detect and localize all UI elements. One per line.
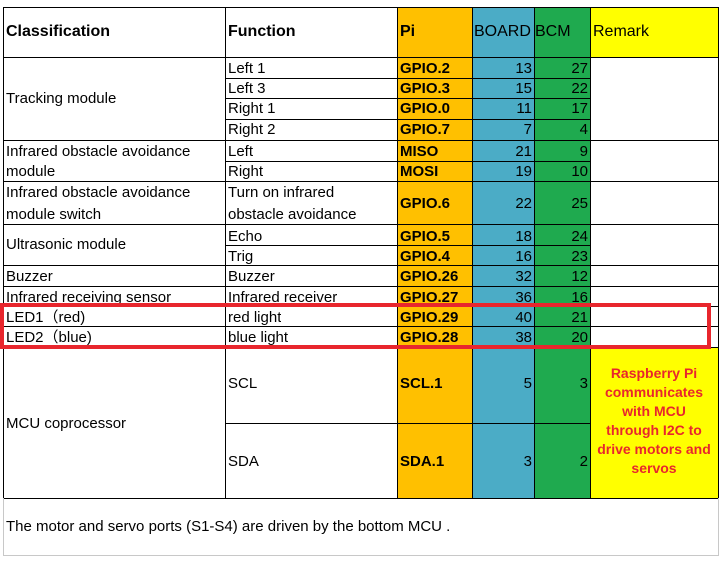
function-cell: Buzzer — [228, 268, 275, 285]
group-buzzer: Buzzer — [6, 268, 53, 285]
header-function: Function — [228, 23, 296, 40]
group-ir-switch-2: module switch — [6, 206, 102, 223]
function-cell: Right — [228, 163, 264, 180]
group-ultrasonic: Ultrasonic module — [6, 236, 127, 253]
pi-cell: GPIO.0 — [400, 100, 451, 117]
header-classification: Classification — [6, 23, 111, 40]
board-cell: 16 — [515, 248, 532, 265]
board-cell: 40 — [515, 309, 532, 326]
function-cell: SCL — [228, 375, 258, 392]
board-cell: 15 — [515, 80, 532, 97]
function-cell: Infrared receiver — [228, 289, 338, 303]
group-mcu: MCU coprocessor — [6, 415, 127, 432]
function-cell: obstacle avoidance — [228, 206, 357, 223]
mcu-remark: Raspberry Pi communicates with MCU throu… — [597, 365, 711, 476]
bcm-cell: 16 — [571, 289, 588, 303]
board-cell: 19 — [515, 163, 532, 180]
function-cell: Right 1 — [228, 100, 276, 117]
board-cell: 18 — [515, 228, 532, 245]
bcm-cell: 27 — [571, 60, 588, 77]
bcm-cell: 4 — [579, 121, 588, 138]
function-cell: red light — [228, 309, 282, 326]
bcm-cell: 24 — [571, 228, 588, 245]
board-cell: 3 — [523, 453, 532, 470]
bcm-cell: 12 — [571, 268, 588, 285]
function-cell: Right 2 — [228, 121, 276, 138]
group-ir-switch-1: Infrared obstacle avoidance — [6, 184, 191, 201]
pi-cell: GPIO.5 — [400, 228, 451, 245]
group-led1: LED1（red) — [6, 309, 86, 326]
board-cell: 13 — [515, 60, 532, 77]
function-cell: blue light — [228, 329, 289, 345]
bcm-cell: 9 — [579, 143, 588, 160]
function-cell: Echo — [228, 228, 263, 245]
pi-cell: MOSI — [400, 163, 439, 180]
pi-cell: SDA.1 — [400, 453, 445, 470]
pi-cell: GPIO.2 — [400, 60, 451, 77]
pi-cell: GPIO.28 — [400, 329, 459, 345]
board-cell: 38 — [515, 329, 532, 345]
board-cell: 32 — [515, 268, 532, 285]
board-cell: 36 — [515, 289, 532, 303]
bcm-cell: 10 — [571, 163, 588, 180]
header-pi: Pi — [400, 23, 416, 40]
pi-cell: GPIO.4 — [400, 248, 451, 265]
header-bcm: BCM — [535, 23, 571, 40]
header-board: BOARD — [474, 23, 531, 40]
function-cell: Left 3 — [228, 80, 266, 97]
bcm-cell: 22 — [571, 80, 588, 97]
board-cell: 22 — [515, 195, 532, 212]
function-cell: Left — [228, 143, 254, 160]
pi-cell: GPIO.3 — [400, 80, 451, 97]
footer-note: The motor and servo ports (S1-S4) are dr… — [6, 518, 451, 535]
pi-cell: GPIO.26 — [400, 268, 459, 285]
board-cell: 11 — [516, 100, 532, 117]
group-tracking: Tracking module — [6, 90, 117, 107]
led-highlight-box — [0, 303, 711, 349]
pi-cell: GPIO.6 — [400, 195, 451, 212]
group-ir-receiving: Infrared receiving sensor — [6, 289, 172, 303]
pi-cell: GPIO.27 — [400, 289, 459, 303]
group-ir-obstacle-1: Infrared obstacle avoidance — [6, 143, 191, 160]
bcm-cell: 23 — [571, 248, 588, 265]
pi-cell: GPIO.29 — [400, 309, 459, 326]
bcm-cell: 3 — [579, 375, 588, 392]
bcm-cell: 2 — [579, 453, 588, 470]
group-led2: LED2（blue) — [6, 329, 92, 345]
bcm-cell: 20 — [571, 329, 588, 345]
group-ir-obstacle-2: module — [6, 163, 56, 180]
function-cell: SDA — [228, 453, 259, 470]
board-cell: 21 — [515, 143, 532, 160]
board-cell: 5 — [523, 375, 532, 392]
pi-cell: MISO — [400, 143, 439, 160]
board-cell: 7 — [523, 121, 532, 138]
bcm-cell: 17 — [571, 100, 588, 117]
bcm-cell: 25 — [571, 195, 588, 212]
function-cell: Left 1 — [228, 60, 266, 77]
bcm-cell: 21 — [571, 309, 588, 326]
header-remark: Remark — [593, 23, 650, 40]
pi-cell: SCL.1 — [400, 375, 443, 392]
function-cell: Trig — [228, 248, 254, 265]
pi-cell: GPIO.7 — [400, 121, 451, 138]
function-cell: Turn on infrared — [228, 184, 335, 201]
